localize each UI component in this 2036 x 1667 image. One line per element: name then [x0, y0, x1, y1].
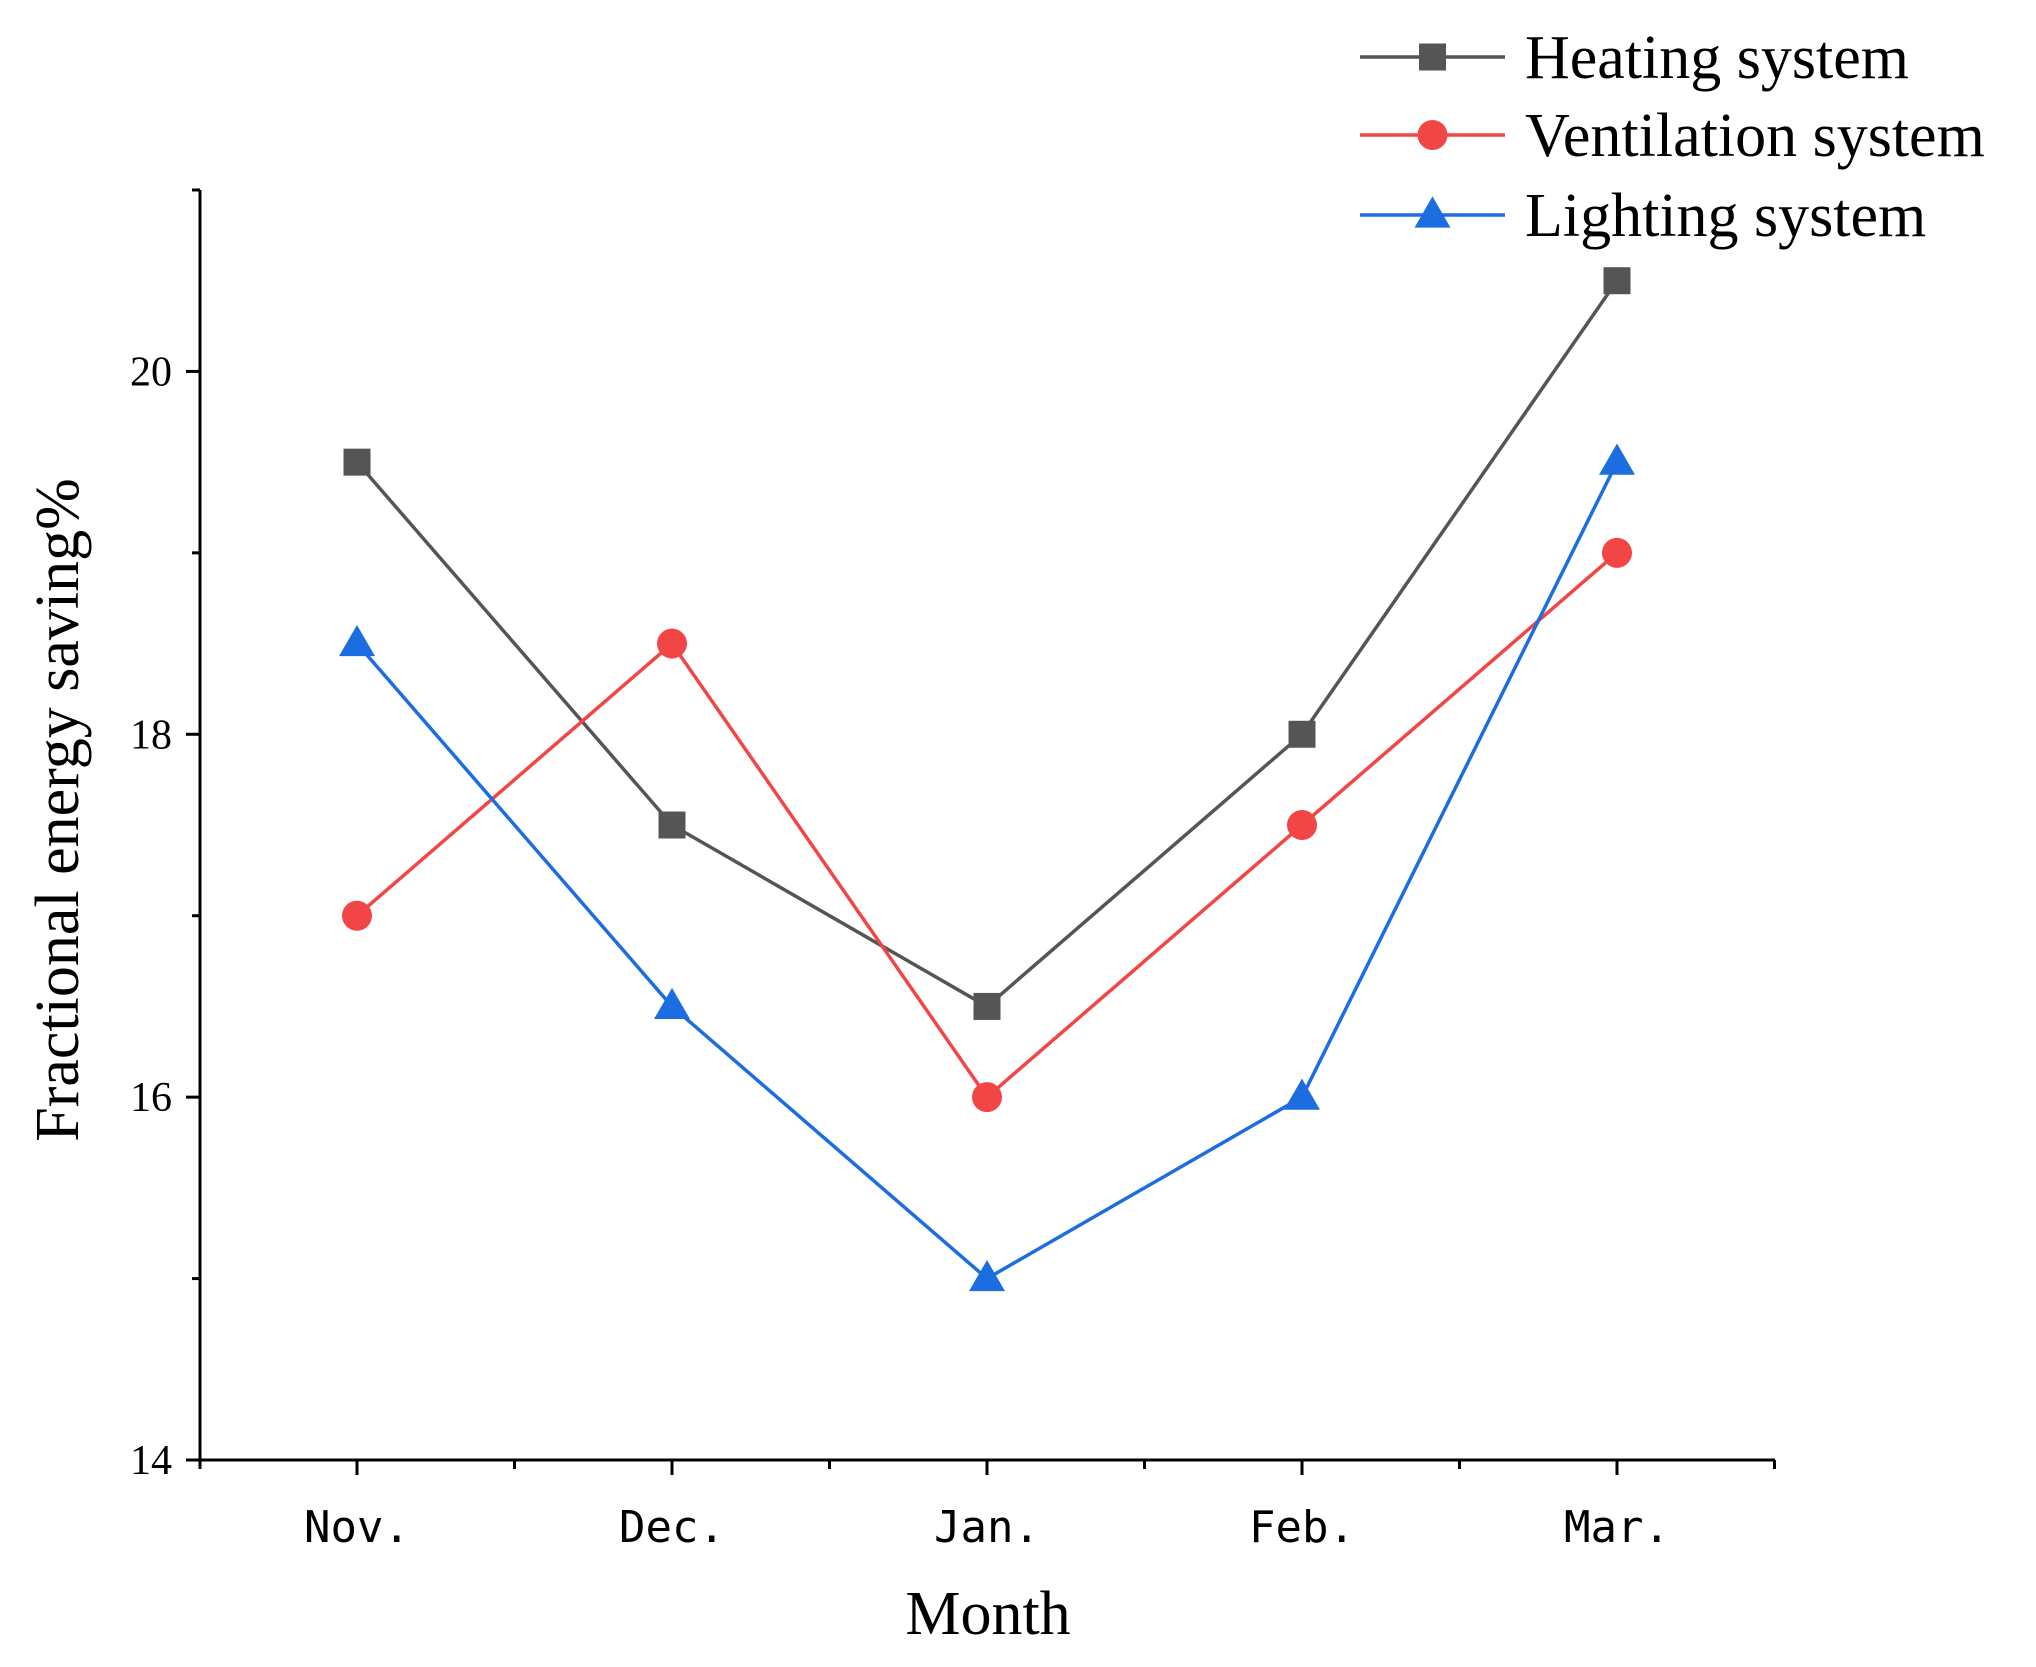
- x-axis-title: Month: [905, 1580, 1070, 1648]
- data-point: [973, 992, 1001, 1020]
- data-point: [972, 1082, 1002, 1113]
- legend-label: Heating system: [1525, 24, 1909, 92]
- data-point: [657, 628, 687, 659]
- series-lighting-system: [339, 443, 1635, 1292]
- legend: Heating system Ventilation system Lighting…: [1360, 24, 1985, 250]
- y-tick-label: 20: [130, 349, 172, 395]
- y-tick-label: 18: [130, 712, 172, 758]
- data-point: [1603, 267, 1631, 295]
- series-line: [355, 279, 1619, 1009]
- data-point: [343, 448, 371, 476]
- legend-label: Lighting system: [1525, 182, 1926, 250]
- series-layer: [339, 267, 1635, 1292]
- axes: 14 16 18 20 Nov. Dec. Jan. Feb. Mar.: [130, 188, 1776, 1553]
- x-tick-label: Dec.: [619, 1502, 725, 1553]
- y-tick-label: 16: [130, 1075, 172, 1121]
- x-tick-label: Feb.: [1249, 1502, 1355, 1553]
- legend-label: Ventilation system: [1525, 102, 1985, 170]
- series-ventilation-system: [342, 537, 1632, 1113]
- legend-marker: [1417, 120, 1448, 150]
- x-tick-label: Nov.: [304, 1502, 410, 1553]
- legend-marker: [1419, 43, 1446, 71]
- series-heating-system: [343, 267, 1631, 1020]
- y-tick-label: 14: [130, 1438, 172, 1484]
- legend-entry: Lighting system: [1360, 182, 1926, 250]
- legend-entry: Ventilation system: [1360, 102, 1985, 170]
- series-line: [355, 461, 1619, 1281]
- data-point: [658, 811, 686, 839]
- y-axis-title: Fractional energy saving%: [24, 478, 92, 1141]
- data-point: [1599, 443, 1635, 475]
- data-point: [1288, 720, 1316, 748]
- x-tick-label: Mar.: [1564, 1502, 1670, 1553]
- x-tick-label: Jan.: [934, 1502, 1040, 1553]
- data-point: [969, 1259, 1005, 1292]
- data-point: [342, 900, 372, 931]
- data-point: [1287, 810, 1317, 840]
- legend-marker: [1414, 196, 1451, 228]
- legend-entry: Heating system: [1360, 24, 1909, 92]
- data-point: [1602, 537, 1632, 568]
- data-point: [339, 624, 375, 657]
- data-point: [1284, 1078, 1320, 1110]
- data-point: [654, 987, 690, 1020]
